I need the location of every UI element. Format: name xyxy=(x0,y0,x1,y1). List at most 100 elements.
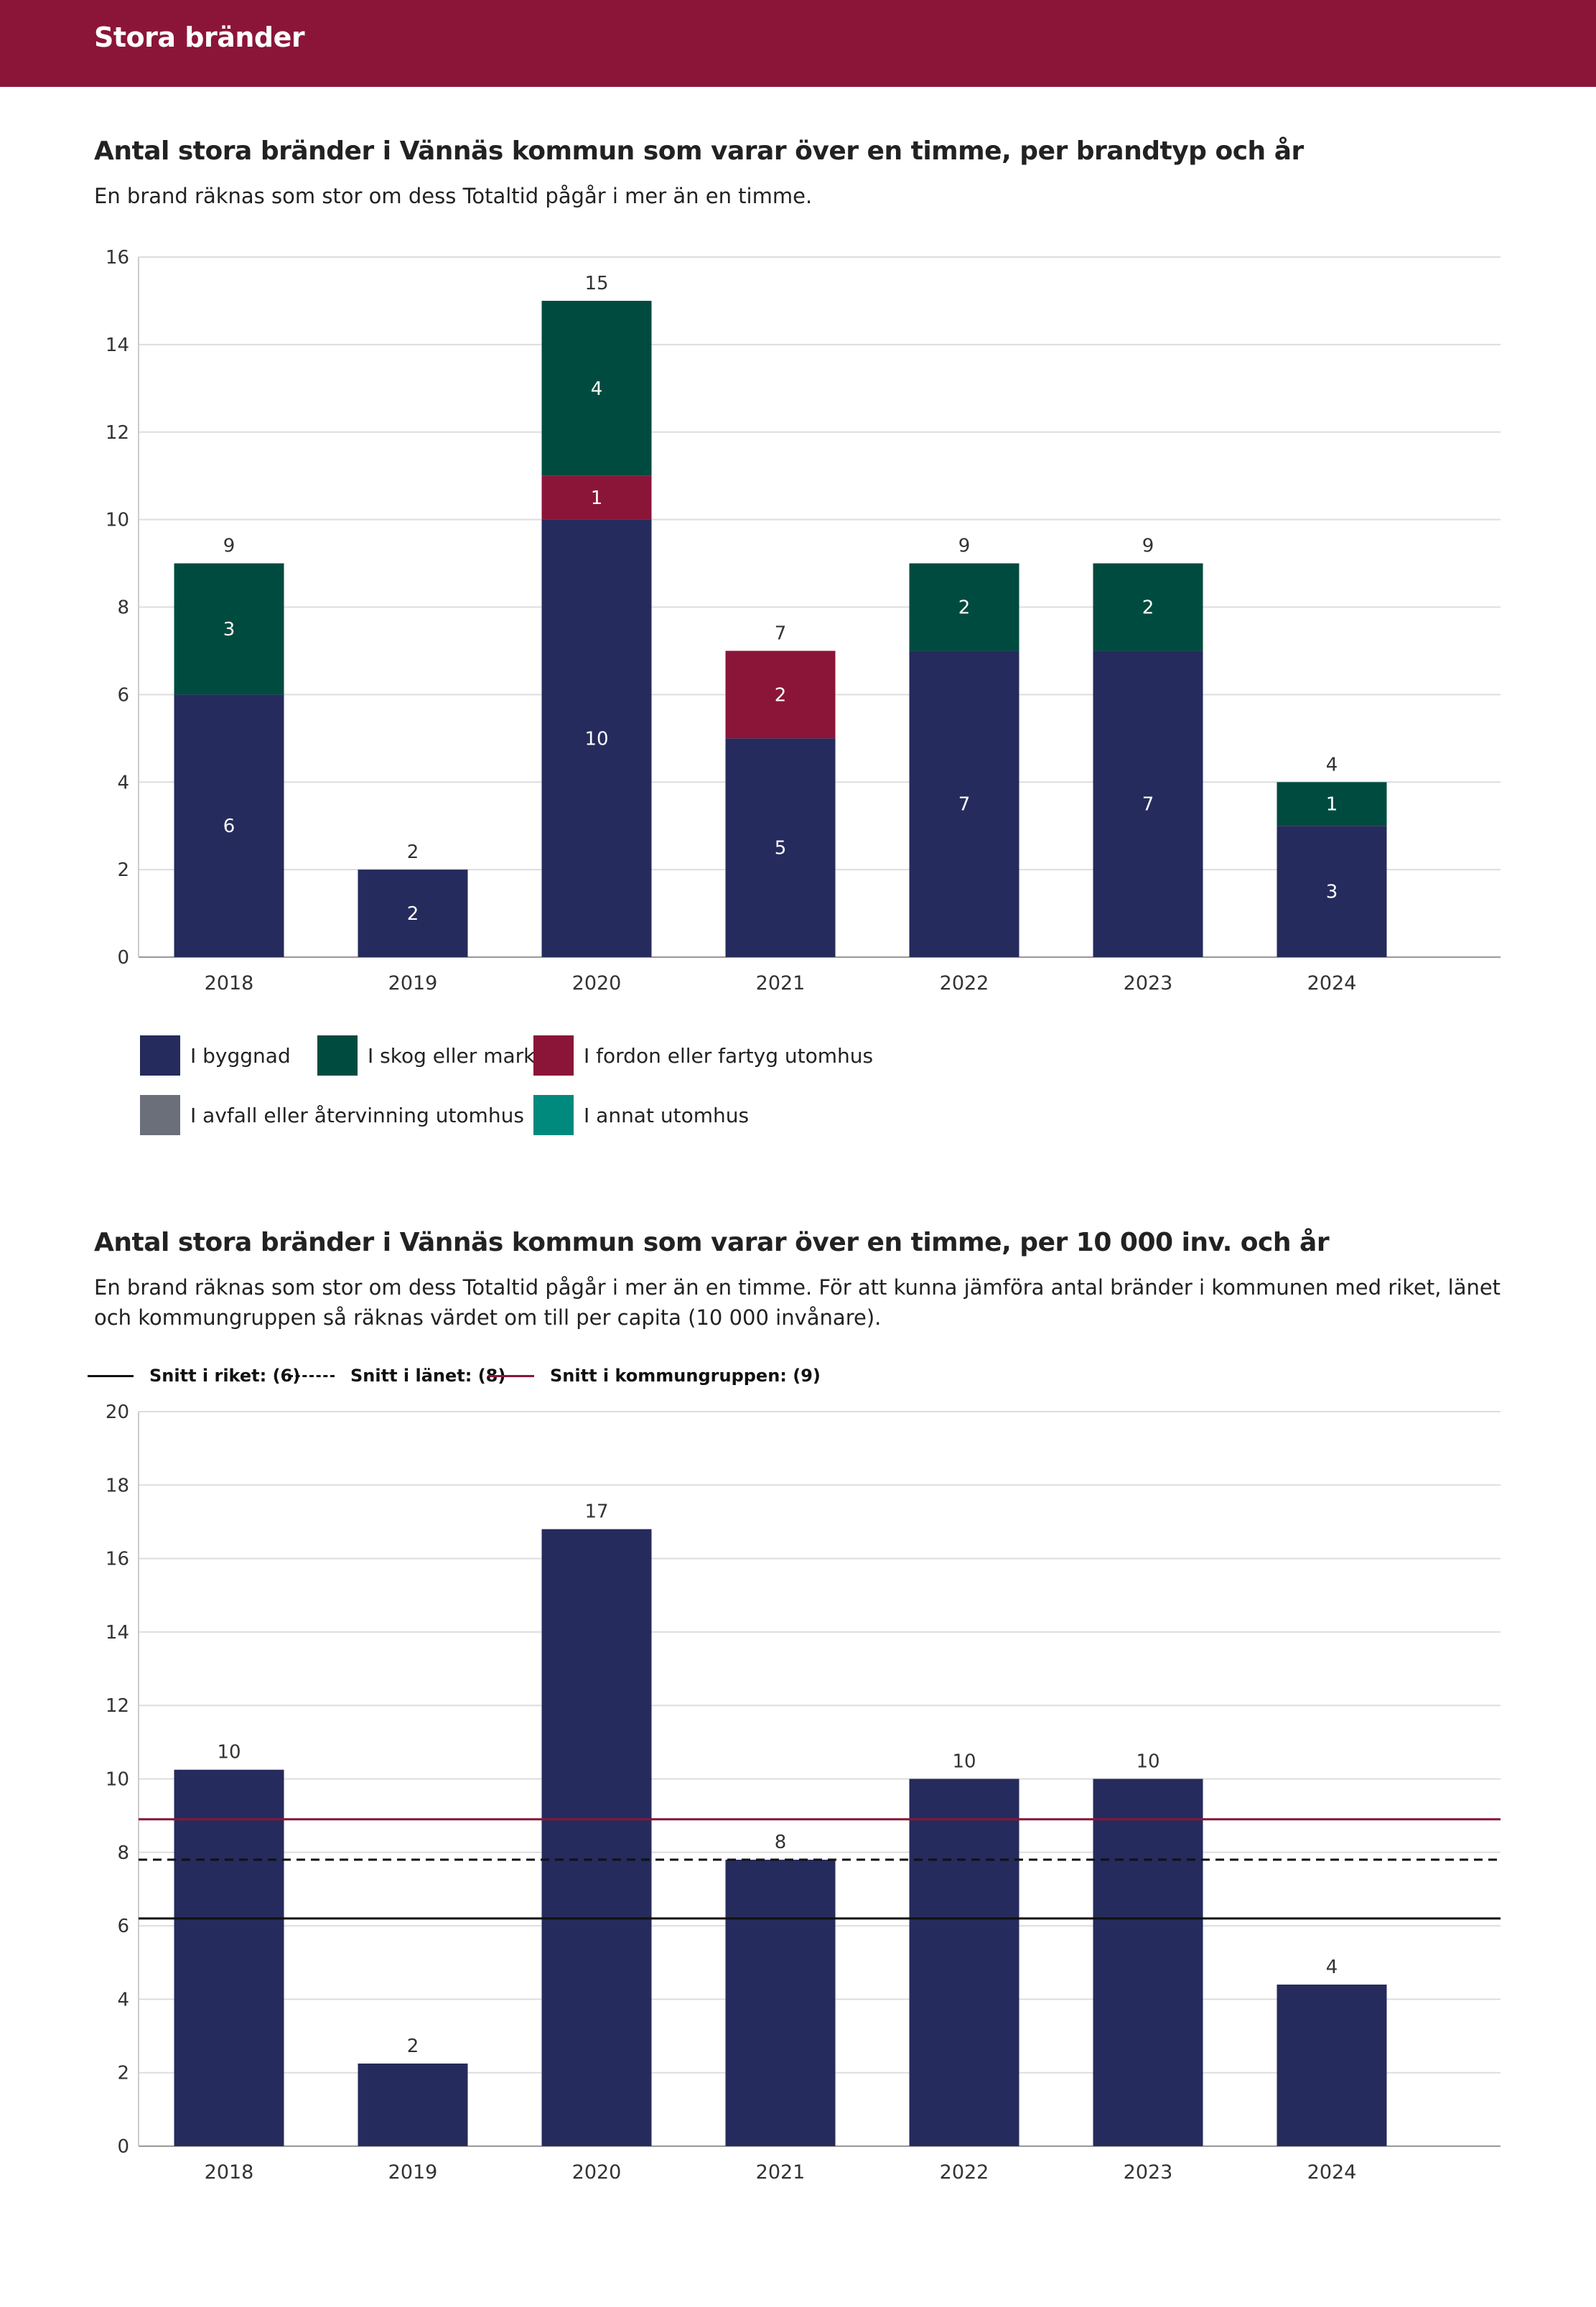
ref-legend-kommungrupp: Snitt i kommungruppen: (9) xyxy=(488,1361,821,1390)
y-tick-label: 8 xyxy=(117,597,129,619)
bar xyxy=(725,1860,836,2146)
legend-label-byggnad: I byggnad xyxy=(190,1043,291,1068)
y-tick-label: 8 xyxy=(117,1842,129,1864)
bar-segment xyxy=(1093,651,1203,957)
legend-swatch-byggnad xyxy=(140,1035,180,1076)
x-tick-label: 2022 xyxy=(940,972,989,994)
chart1-title: Antal stora bränder i Vännäs kommun som … xyxy=(94,136,1304,166)
x-tick-label: 2024 xyxy=(1307,2161,1357,2184)
chart1-subtitle: En brand räknas som stor om dess Totalti… xyxy=(94,184,813,208)
legend-label-fordon: I fordon eller fartyg utomhus xyxy=(584,1043,874,1068)
bar-segment xyxy=(909,563,1019,651)
segment-label: 1 xyxy=(591,488,603,509)
legend-item-fordon: I fordon eller fartyg utomhus xyxy=(533,1035,873,1076)
bar-value-label: 10 xyxy=(952,1751,976,1773)
x-tick-label: 2020 xyxy=(572,2161,622,2184)
y-tick-label: 6 xyxy=(117,684,129,706)
bar-value-label: 8 xyxy=(775,1832,787,1853)
legend-label-annat: I annat utomhus xyxy=(584,1103,750,1127)
legend-item-annat: I annat utomhus xyxy=(533,1094,749,1136)
bar-segment xyxy=(541,300,652,476)
ref-legend-label-lanet: Snitt i länet: (8) xyxy=(350,1366,506,1386)
bar xyxy=(1093,1779,1203,2146)
bar-segment xyxy=(541,519,652,957)
stacked-bar-chart: 0246810121416639201822201910141520205272… xyxy=(106,247,1501,994)
y-tick-label: 2 xyxy=(117,2063,129,2084)
bar-segment xyxy=(1277,782,1387,826)
total-label: 9 xyxy=(958,536,971,557)
bar-segment xyxy=(1277,826,1387,957)
bar-segment xyxy=(909,651,1019,957)
x-tick-label: 2024 xyxy=(1307,972,1357,994)
chart2-reference-legend: Snitt i riket: (6) Snitt i länet: (8) Sn… xyxy=(0,1361,862,1390)
bar-value-label: 2 xyxy=(407,2036,419,2057)
x-tick-label: 2021 xyxy=(756,972,806,994)
legend-label-skog: I skog eller mark xyxy=(368,1043,536,1068)
legend-swatch-annat xyxy=(533,1095,574,1135)
x-tick-label: 2018 xyxy=(205,2161,254,2184)
y-tick-label: 2 xyxy=(117,859,129,881)
y-tick-label: 10 xyxy=(106,1769,129,1791)
bar-segment xyxy=(725,738,836,957)
y-tick-label: 14 xyxy=(106,335,129,356)
total-label: 2 xyxy=(407,842,419,863)
legend-item-byggnad: I byggnad xyxy=(140,1035,291,1076)
segment-label: 2 xyxy=(775,684,787,706)
y-tick-label: 0 xyxy=(117,947,129,969)
segment-label: 7 xyxy=(958,794,971,816)
ref-legend-label-kommungrupp: Snitt i kommungruppen: (9) xyxy=(550,1366,821,1386)
y-tick-label: 10 xyxy=(106,510,129,531)
segment-label: 10 xyxy=(584,728,608,750)
bar-value-label: 4 xyxy=(1326,1957,1338,1978)
bar xyxy=(358,2063,468,2146)
bar-segment xyxy=(358,870,468,957)
x-tick-label: 2023 xyxy=(1124,2161,1173,2184)
segment-label: 3 xyxy=(1326,882,1338,903)
segment-label: 2 xyxy=(407,903,419,925)
y-tick-label: 4 xyxy=(117,1989,129,2010)
chart2-title: Antal stora bränder i Vännäs kommun som … xyxy=(94,1228,1330,1257)
x-tick-label: 2022 xyxy=(940,2161,989,2184)
x-tick-label: 2019 xyxy=(388,2161,438,2184)
segment-label: 2 xyxy=(958,597,971,619)
y-tick-label: 12 xyxy=(106,422,129,444)
y-tick-label: 6 xyxy=(117,1916,129,1937)
total-label: 7 xyxy=(775,623,787,644)
segment-label: 5 xyxy=(775,838,787,859)
x-tick-label: 2019 xyxy=(388,972,438,994)
legend-label-avfall: I avfall eller återvinning utomhus xyxy=(190,1103,524,1127)
bar xyxy=(909,1779,1019,2146)
total-label: 4 xyxy=(1326,754,1338,775)
page-header: Stora bränder xyxy=(0,0,1596,87)
ref-legend-lanet: Snitt i länet: (8) xyxy=(289,1361,505,1390)
x-tick-label: 2021 xyxy=(756,2161,806,2184)
legend-swatch-skog xyxy=(317,1035,358,1076)
y-tick-label: 18 xyxy=(106,1475,129,1496)
bar-segment xyxy=(1093,563,1203,651)
legend-item-skog: I skog eller mark xyxy=(317,1035,535,1076)
bar-segment xyxy=(174,563,284,695)
bar-value-label: 17 xyxy=(584,1501,608,1523)
legend-item-avfall: I avfall eller återvinning utomhus xyxy=(140,1094,524,1136)
segment-label: 2 xyxy=(1142,597,1154,619)
y-tick-label: 16 xyxy=(106,247,129,269)
y-tick-label: 12 xyxy=(106,1695,129,1717)
y-tick-label: 20 xyxy=(106,1402,129,1423)
legend-swatch-fordon xyxy=(533,1035,574,1076)
ref-line-swatch-lanet xyxy=(289,1374,335,1377)
bar-segment xyxy=(725,651,836,739)
segment-label: 7 xyxy=(1142,794,1154,816)
y-tick-label: 0 xyxy=(117,2136,129,2158)
total-label: 15 xyxy=(584,273,608,294)
x-tick-label: 2023 xyxy=(1124,972,1173,994)
bar xyxy=(541,1529,652,2146)
total-label: 9 xyxy=(223,536,235,557)
y-tick-label: 14 xyxy=(106,1622,129,1644)
segment-label: 4 xyxy=(591,378,603,400)
x-tick-label: 2020 xyxy=(572,972,622,994)
legend-swatch-avfall xyxy=(140,1095,180,1135)
page-title: Stora bränder xyxy=(94,22,305,53)
x-tick-label: 2018 xyxy=(205,972,254,994)
bar-value-label: 10 xyxy=(1136,1751,1159,1773)
total-label: 9 xyxy=(1142,536,1154,557)
